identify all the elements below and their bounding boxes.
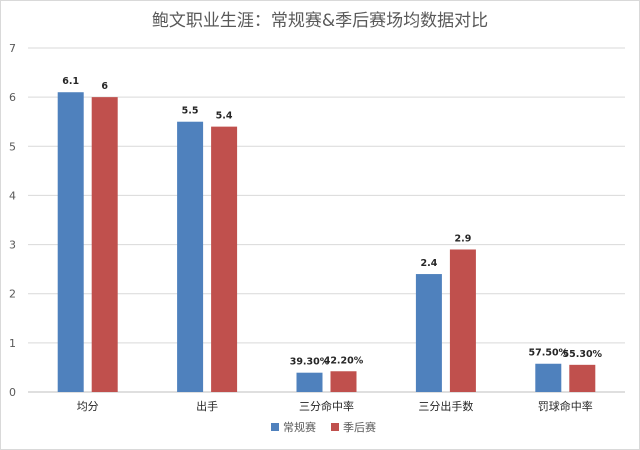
data-label: 6.1 — [62, 76, 79, 87]
bar — [177, 121, 204, 392]
legend: 常规赛 季后赛 — [271, 420, 376, 434]
y-tick-label: 4 — [9, 189, 16, 202]
data-label: 57.50% — [529, 348, 569, 359]
bar — [211, 126, 238, 392]
legend-label: 季后赛 — [343, 420, 376, 434]
y-tick-label: 3 — [9, 239, 16, 252]
data-labels: 6.1 6 5.5 5.4 39.30%42.20% 2.4 2.9 57.50%55.30% — [62, 76, 602, 367]
bar — [415, 274, 442, 392]
bars — [57, 92, 596, 393]
x-tick-label: 三分出手数 — [418, 399, 473, 413]
legend-swatch — [331, 423, 339, 431]
data-label: 2.4 — [420, 258, 437, 269]
x-tick-label: 均分 — [77, 400, 99, 413]
data-label: 5.4 — [216, 111, 233, 122]
data-label: 39.30% — [290, 357, 330, 368]
y-tick-label: 5 — [9, 140, 16, 153]
data-label: 2.9 — [454, 233, 471, 244]
data-label: 55.30% — [563, 349, 603, 360]
y-tick-label: 2 — [9, 288, 16, 301]
y-tick-label: 1 — [9, 337, 16, 350]
x-tick-label: 出手 — [196, 399, 218, 413]
legend-swatch — [271, 423, 279, 431]
bar — [296, 372, 323, 392]
bar — [535, 363, 562, 392]
y-tick-label: 6 — [9, 91, 16, 104]
data-label: 6 — [101, 81, 108, 92]
x-tick-label: 三分命中率 — [299, 399, 354, 413]
y-tick-label: 7 — [9, 42, 16, 55]
y-tick-label: 0 — [9, 386, 16, 399]
legend-label: 常规赛 — [283, 420, 316, 434]
x-axis: 均分 出手 三分命中率 三分出手数 罚球命中率 — [77, 399, 593, 413]
bar — [330, 371, 357, 392]
bar — [91, 97, 118, 393]
bar — [449, 249, 476, 392]
bar — [569, 364, 596, 392]
chart-title: 鲍文职业生涯：常规赛&季后赛场均数据对比 — [152, 10, 488, 31]
bar — [57, 92, 84, 392]
y-axis: 0 1 2 3 4 5 6 7 — [9, 42, 16, 399]
data-label: 5.5 — [182, 106, 199, 117]
data-label: 42.20% — [324, 355, 364, 366]
gridlines — [28, 47, 625, 393]
x-tick-label: 罚球命中率 — [538, 399, 593, 413]
